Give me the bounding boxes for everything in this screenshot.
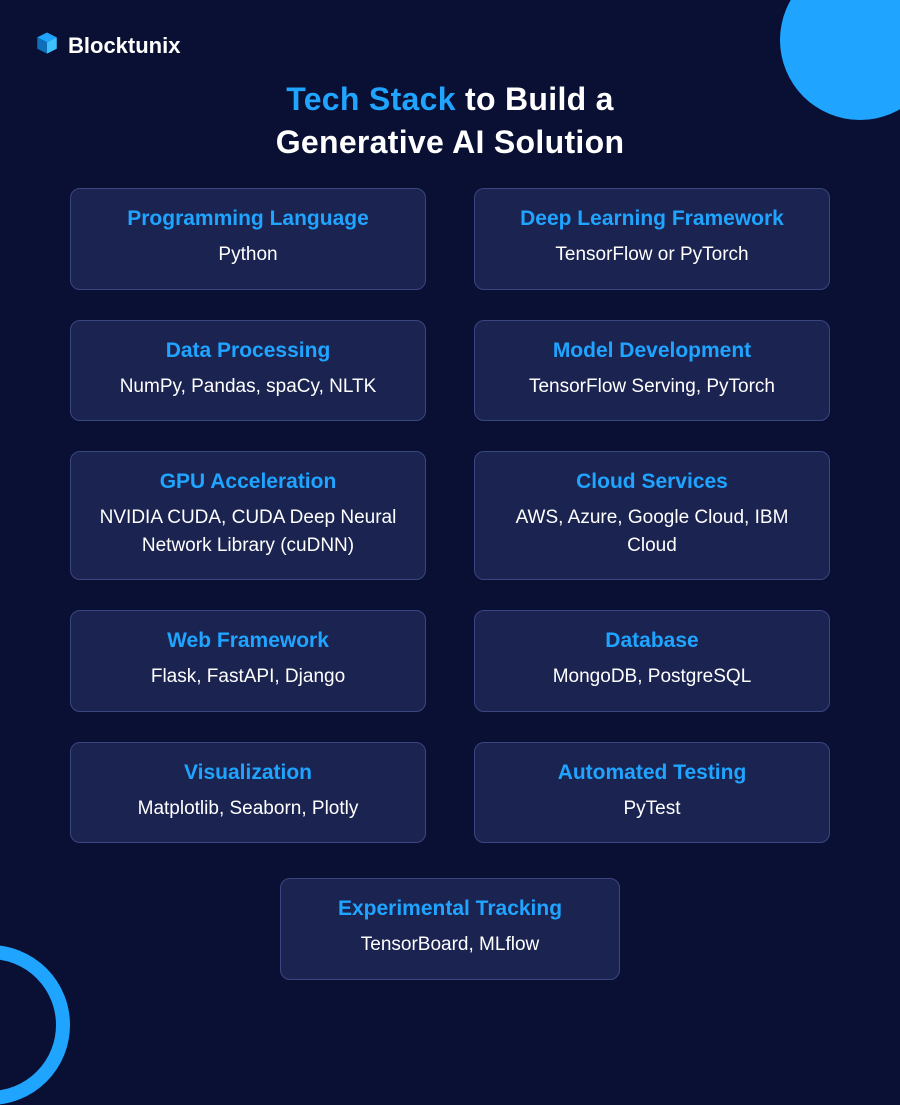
cube-icon — [34, 30, 60, 62]
card-title: Database — [493, 629, 811, 653]
page-title-line2: Generative AI Solution — [276, 124, 625, 160]
tech-card: Cloud Services AWS, Azure, Google Cloud, … — [474, 451, 830, 580]
tech-card: Experimental Tracking TensorBoard, MLflo… — [280, 878, 620, 980]
card-title: Model Development — [493, 339, 811, 363]
card-body: TensorFlow or PyTorch — [493, 241, 811, 269]
brand-name: Blocktunix — [68, 33, 180, 59]
tech-card: Model Development TensorFlow Serving, PyT… — [474, 320, 830, 422]
tech-card: Web Framework Flask, FastAPI, Django — [70, 610, 426, 712]
card-body: TensorBoard, MLflow — [299, 931, 601, 959]
card-title: Deep Learning Framework — [493, 207, 811, 231]
page-title: Tech Stack to Build a Generative AI Solu… — [0, 0, 900, 164]
tech-card: Programming Language Python — [70, 188, 426, 290]
card-title: Experimental Tracking — [299, 897, 601, 921]
card-body: NVIDIA CUDA, CUDA Deep Neural Network Li… — [89, 504, 407, 559]
card-title: Cloud Services — [493, 470, 811, 494]
tech-card: Visualization Matplotlib, Seaborn, Plotly — [70, 742, 426, 844]
card-row-last: Experimental Tracking TensorBoard, MLflo… — [0, 878, 900, 980]
card-body: PyTest — [493, 795, 811, 823]
page-title-accent: Tech Stack — [286, 81, 456, 117]
card-body: Flask, FastAPI, Django — [89, 663, 407, 691]
card-title: Web Framework — [89, 629, 407, 653]
card-body: Python — [89, 241, 407, 269]
tech-card: GPU Acceleration NVIDIA CUDA, CUDA Deep N… — [70, 451, 426, 580]
card-title: GPU Acceleration — [89, 470, 407, 494]
card-body: Matplotlib, Seaborn, Plotly — [89, 795, 407, 823]
card-body: AWS, Azure, Google Cloud, IBM Cloud — [493, 504, 811, 559]
card-title: Data Processing — [89, 339, 407, 363]
tech-card: Data Processing NumPy, Pandas, spaCy, NLT… — [70, 320, 426, 422]
card-body: TensorFlow Serving, PyTorch — [493, 373, 811, 401]
brand-logo: Blocktunix — [34, 30, 180, 62]
card-title: Programming Language — [89, 207, 407, 231]
page-title-rest1: to Build a — [456, 81, 614, 117]
tech-card: Automated Testing PyTest — [474, 742, 830, 844]
tech-card: Database MongoDB, PostgreSQL — [474, 610, 830, 712]
tech-card: Deep Learning Framework TensorFlow or PyT… — [474, 188, 830, 290]
card-body: MongoDB, PostgreSQL — [493, 663, 811, 691]
card-body: NumPy, Pandas, spaCy, NLTK — [89, 373, 407, 401]
card-title: Automated Testing — [493, 761, 811, 785]
card-title: Visualization — [89, 761, 407, 785]
card-grid: Programming Language Python Deep Learning … — [0, 188, 900, 843]
